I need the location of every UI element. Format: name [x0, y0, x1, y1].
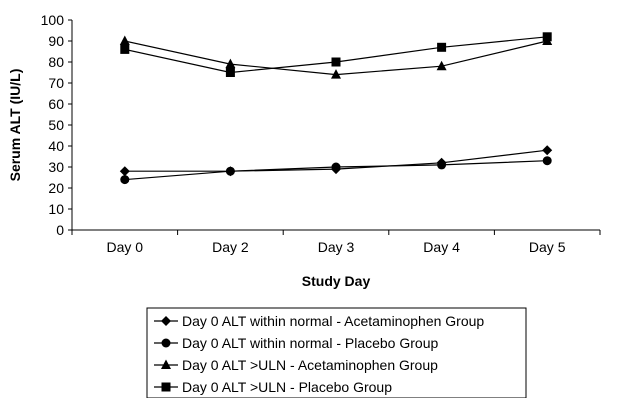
- legend-item: Day 0 ALT >ULN - Placebo Group: [154, 379, 392, 395]
- y-ticks: 0 10 20 30 40 50 60 70 80 90 100: [41, 12, 72, 238]
- legend-item: Day 0 ALT >ULN - Acetaminophen Group: [154, 357, 438, 373]
- y-tick-label: 0: [56, 222, 64, 238]
- data-point-square: [542, 32, 552, 42]
- data-point-circle: [437, 160, 447, 170]
- series-1: [119, 145, 553, 177]
- y-tick-label: 30: [48, 159, 64, 175]
- x-axis-label: Study Day: [302, 273, 371, 289]
- legend-marker-triangle: [161, 359, 171, 369]
- x-tick-label: Day 3: [318, 239, 355, 255]
- y-tick-label: 20: [48, 180, 64, 196]
- legend-label: Day 0 ALT >ULN - Placebo Group: [182, 379, 392, 395]
- legend-label: Day 0 ALT within normal - Placebo Group: [182, 335, 438, 351]
- data-point-triangle: [436, 60, 447, 71]
- legend-box: [146, 307, 527, 398]
- legend-marker-diamond: [161, 316, 171, 326]
- y-tick-label: 10: [48, 201, 64, 217]
- x-tick-label: Day 0: [107, 239, 144, 255]
- data-point-circle: [542, 156, 552, 166]
- y-tick-label: 90: [48, 33, 64, 49]
- x-tick-label: Day 2: [212, 239, 249, 255]
- y-tick-label: 70: [48, 75, 64, 91]
- data-point-square: [225, 68, 235, 77]
- x-tick-label: Day 5: [529, 239, 566, 255]
- y-axis-label: Serum ALT (IU/L): [7, 69, 23, 182]
- legend-label: Day 0 ALT within normal - Acetaminophen …: [182, 313, 484, 329]
- y-tick-label: 60: [48, 96, 64, 112]
- data-point-square: [331, 57, 341, 67]
- data-point-circle: [120, 175, 130, 185]
- legend-marker-square: [161, 382, 171, 392]
- legend: Day 0 ALT within normal - Acetaminophen …: [146, 307, 527, 398]
- y-tick-label: 40: [48, 138, 64, 154]
- y-tick-label: 80: [48, 54, 64, 70]
- data-point-square: [437, 42, 447, 52]
- y-tick-label: 50: [48, 117, 64, 133]
- x-tick-label: Day 4: [423, 239, 460, 255]
- legend-item: Day 0 ALT within normal - Acetaminophen …: [154, 313, 484, 329]
- data-point-triangle: [331, 69, 341, 79]
- data-point-square: [120, 44, 130, 54]
- data-point-diamond: [119, 166, 130, 177]
- legend-label: Day 0 ALT >ULN - Acetaminophen Group: [182, 357, 438, 373]
- data-point-triangle: [225, 58, 236, 69]
- y-tick-label: 100: [41, 12, 65, 28]
- series-2: [120, 156, 552, 185]
- data-point-diamond: [542, 145, 553, 156]
- data-point-circle: [331, 162, 341, 172]
- series-layer: [119, 32, 553, 185]
- x-ticks: Day 0 Day 2 Day 3 Day 4 Day 5: [71, 230, 601, 255]
- legend-item: Day 0 ALT within normal - Placebo Group: [154, 335, 438, 351]
- data-point-triangle: [119, 35, 130, 45]
- series-3: [119, 35, 553, 79]
- data-point-circle: [225, 166, 235, 176]
- legend-marker-circle: [161, 338, 171, 348]
- series-4: [120, 32, 552, 77]
